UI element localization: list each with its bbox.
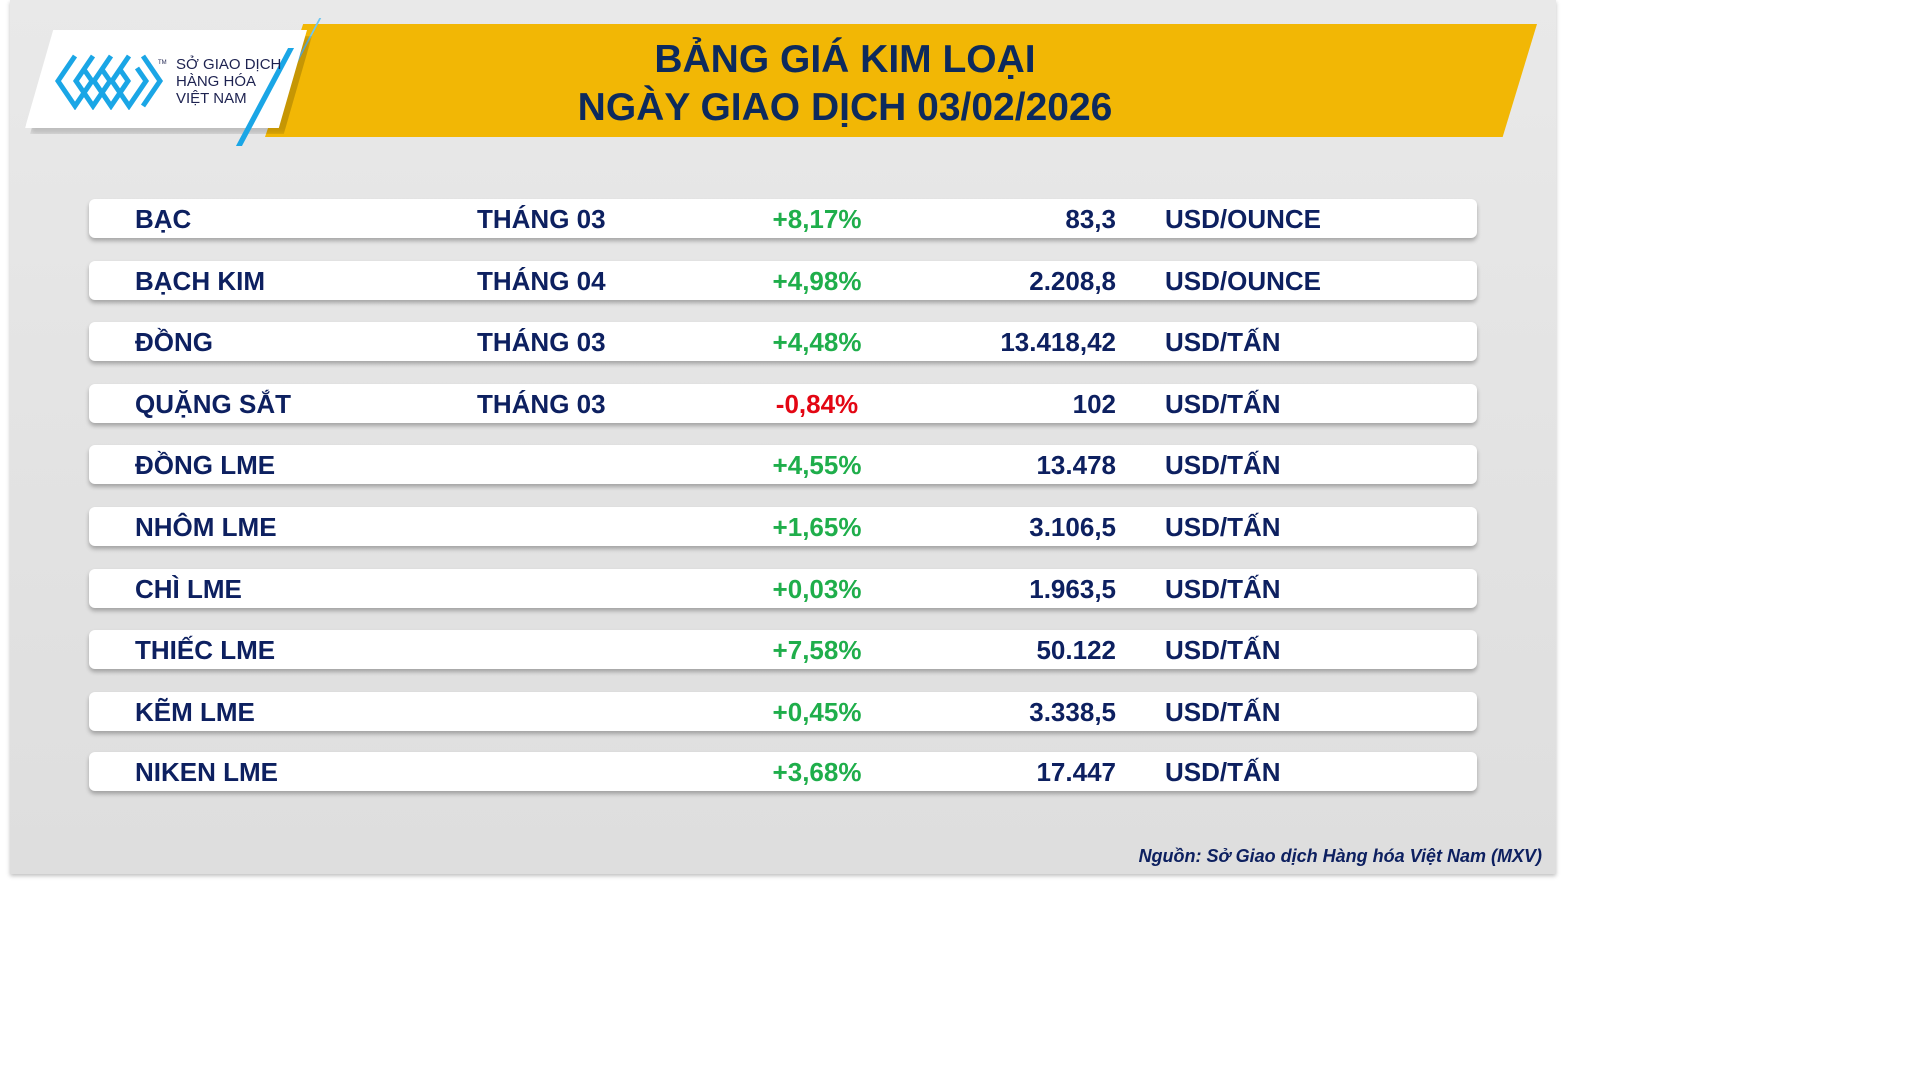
- table-row: NHÔM LME +1,65% 3.106,5 USD/TẤN: [89, 507, 1477, 546]
- table-row: BẠCH KIM THÁNG 04 +4,98% 2.208,8 USD/OUNCE: [89, 261, 1477, 300]
- table-row: CHÌ LME +0,03% 1.963,5 USD/TẤN: [89, 569, 1477, 608]
- percent-change: +1,65%: [772, 512, 862, 542]
- table-row: QUẶNG SẮT THÁNG 03 -0,84% 102 USD/TẤN: [89, 384, 1477, 423]
- logo-line-2: HÀNG HÓA: [176, 73, 257, 90]
- percent-change: +4,55%: [772, 450, 862, 480]
- price-unit: USD/TẤN: [1165, 327, 1281, 357]
- percent-change: +0,45%: [772, 697, 862, 727]
- contract-month: THÁNG 03: [477, 327, 606, 357]
- table-row: NIKEN LME +3,68% 17.447 USD/TẤN: [89, 752, 1477, 791]
- table-row: BẠC THÁNG 03 +8,17% 83,3 USD/OUNCE: [89, 199, 1477, 238]
- price-value: 1.963,5: [1029, 574, 1116, 604]
- price-value: 3.106,5: [1029, 512, 1116, 542]
- price-value: 3.338,5: [1029, 697, 1116, 727]
- title-line-1: BẢNG GIÁ KIM LOẠI: [654, 38, 1036, 81]
- price-value: 102: [1072, 389, 1116, 419]
- price-unit: USD/OUNCE: [1165, 204, 1322, 234]
- mxv-logo-icon: [55, 54, 164, 110]
- table-row: KẼM LME +0,45% 3.338,5 USD/TẤN: [89, 692, 1477, 731]
- percent-change: +3,68%: [772, 757, 862, 787]
- price-value: 17.447: [1036, 757, 1116, 787]
- logo-line-1: SỞ GIAO DỊCH: [176, 56, 282, 73]
- metal-name: KẼM LME: [135, 697, 255, 727]
- metal-name: CHÌ LME: [135, 574, 242, 604]
- price-unit: USD/TẤN: [1165, 450, 1281, 480]
- percent-change: -0,84%: [775, 389, 859, 419]
- metal-name: BẠC: [135, 204, 192, 234]
- metal-name: ĐỒNG LME: [135, 450, 276, 480]
- title-banner: [265, 24, 1537, 137]
- percent-change: +8,17%: [772, 204, 862, 234]
- price-unit: USD/TẤN: [1165, 697, 1281, 727]
- trademark-mark: TM: [158, 60, 167, 66]
- metal-name: NHÔM LME: [135, 512, 277, 542]
- price-value: 13.418,42: [1000, 327, 1116, 357]
- metal-name: BẠCH KIM: [135, 266, 265, 296]
- source-note: Nguồn: Sở Giao dịch Hàng hóa Việt Nam (M…: [1138, 846, 1542, 866]
- price-value: 2.208,8: [1029, 266, 1116, 296]
- price-value: 13.478: [1036, 450, 1116, 480]
- contract-month: THÁNG 04: [477, 266, 606, 296]
- percent-change: +4,48%: [772, 327, 862, 357]
- metal-name: ĐỒNG: [135, 327, 213, 357]
- percent-change: +4,98%: [772, 266, 862, 296]
- table-row: ĐỒNG LME +4,55% 13.478 USD/TẤN: [89, 445, 1477, 484]
- percent-change: +7,58%: [772, 635, 862, 665]
- metal-name: THIẾC LME: [135, 635, 276, 665]
- metal-name: QUẶNG SẮT: [135, 389, 291, 419]
- price-unit: USD/OUNCE: [1165, 266, 1322, 296]
- price-unit: USD/TẤN: [1165, 574, 1281, 604]
- logo-text: SỞ GIAO DỊCH HÀNG HÓA VIỆT NAM: [176, 56, 281, 107]
- price-value: 50.122: [1036, 635, 1116, 665]
- table-row: ĐỒNG THÁNG 03 +4,48% 13.418,42 USD/TẤN: [89, 322, 1477, 361]
- price-unit: USD/TẤN: [1165, 512, 1281, 542]
- price-unit: USD/TẤN: [1165, 389, 1281, 419]
- percent-change: +0,03%: [772, 574, 862, 604]
- page-title: BẢNG GIÁ KIM LOẠI NGÀY GIAO DỊCH 03/02/2…: [265, 36, 1425, 132]
- contract-month: THÁNG 03: [477, 204, 606, 234]
- price-unit: USD/TẤN: [1165, 635, 1281, 665]
- contract-month: THÁNG 03: [477, 389, 606, 419]
- logo-line-3: VIỆT NAM: [176, 90, 247, 107]
- price-value: 83,3: [1065, 204, 1116, 234]
- table-row: THIẾC LME +7,58% 50.122 USD/TẤN: [89, 630, 1477, 669]
- price-unit: USD/TẤN: [1165, 757, 1281, 787]
- title-line-2: NGÀY GIAO DỊCH 03/02/2026: [577, 86, 1113, 129]
- metal-name: NIKEN LME: [135, 757, 278, 787]
